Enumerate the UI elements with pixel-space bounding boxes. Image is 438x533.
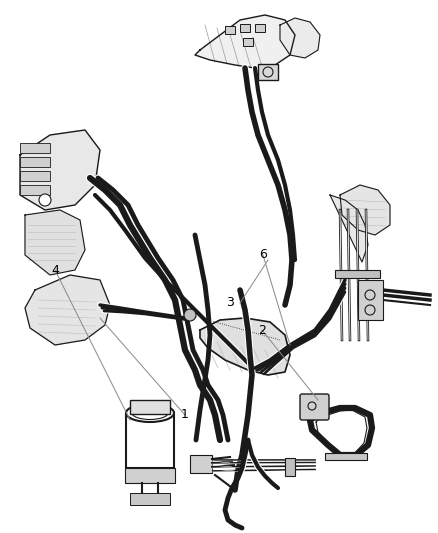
Bar	[240, 24, 250, 32]
Bar	[255, 24, 265, 32]
Bar	[335, 270, 380, 278]
Polygon shape	[340, 185, 390, 235]
Bar	[258, 64, 278, 80]
Bar	[190, 455, 212, 473]
Text: 6: 6	[259, 248, 267, 262]
Polygon shape	[25, 275, 110, 345]
Circle shape	[39, 194, 51, 206]
Bar	[358, 280, 383, 320]
Text: 3: 3	[226, 296, 234, 310]
Polygon shape	[330, 195, 368, 262]
FancyBboxPatch shape	[300, 394, 329, 420]
Polygon shape	[25, 210, 85, 275]
Bar	[285, 458, 295, 476]
Bar	[126, 413, 174, 468]
Text: 2: 2	[258, 324, 266, 336]
Bar	[243, 38, 253, 46]
Bar	[20, 143, 50, 153]
Bar	[20, 171, 50, 181]
Polygon shape	[20, 130, 100, 210]
Bar	[125, 468, 175, 483]
Bar	[20, 157, 50, 167]
Text: 1: 1	[181, 408, 189, 422]
Text: 4: 4	[51, 263, 59, 277]
Bar	[130, 493, 170, 505]
Bar	[225, 26, 235, 34]
Polygon shape	[195, 15, 295, 68]
Bar	[20, 185, 50, 195]
Polygon shape	[280, 18, 320, 58]
Ellipse shape	[126, 404, 174, 422]
Bar	[325, 453, 367, 460]
Polygon shape	[200, 318, 290, 375]
Bar	[130, 400, 170, 414]
Circle shape	[184, 309, 196, 321]
